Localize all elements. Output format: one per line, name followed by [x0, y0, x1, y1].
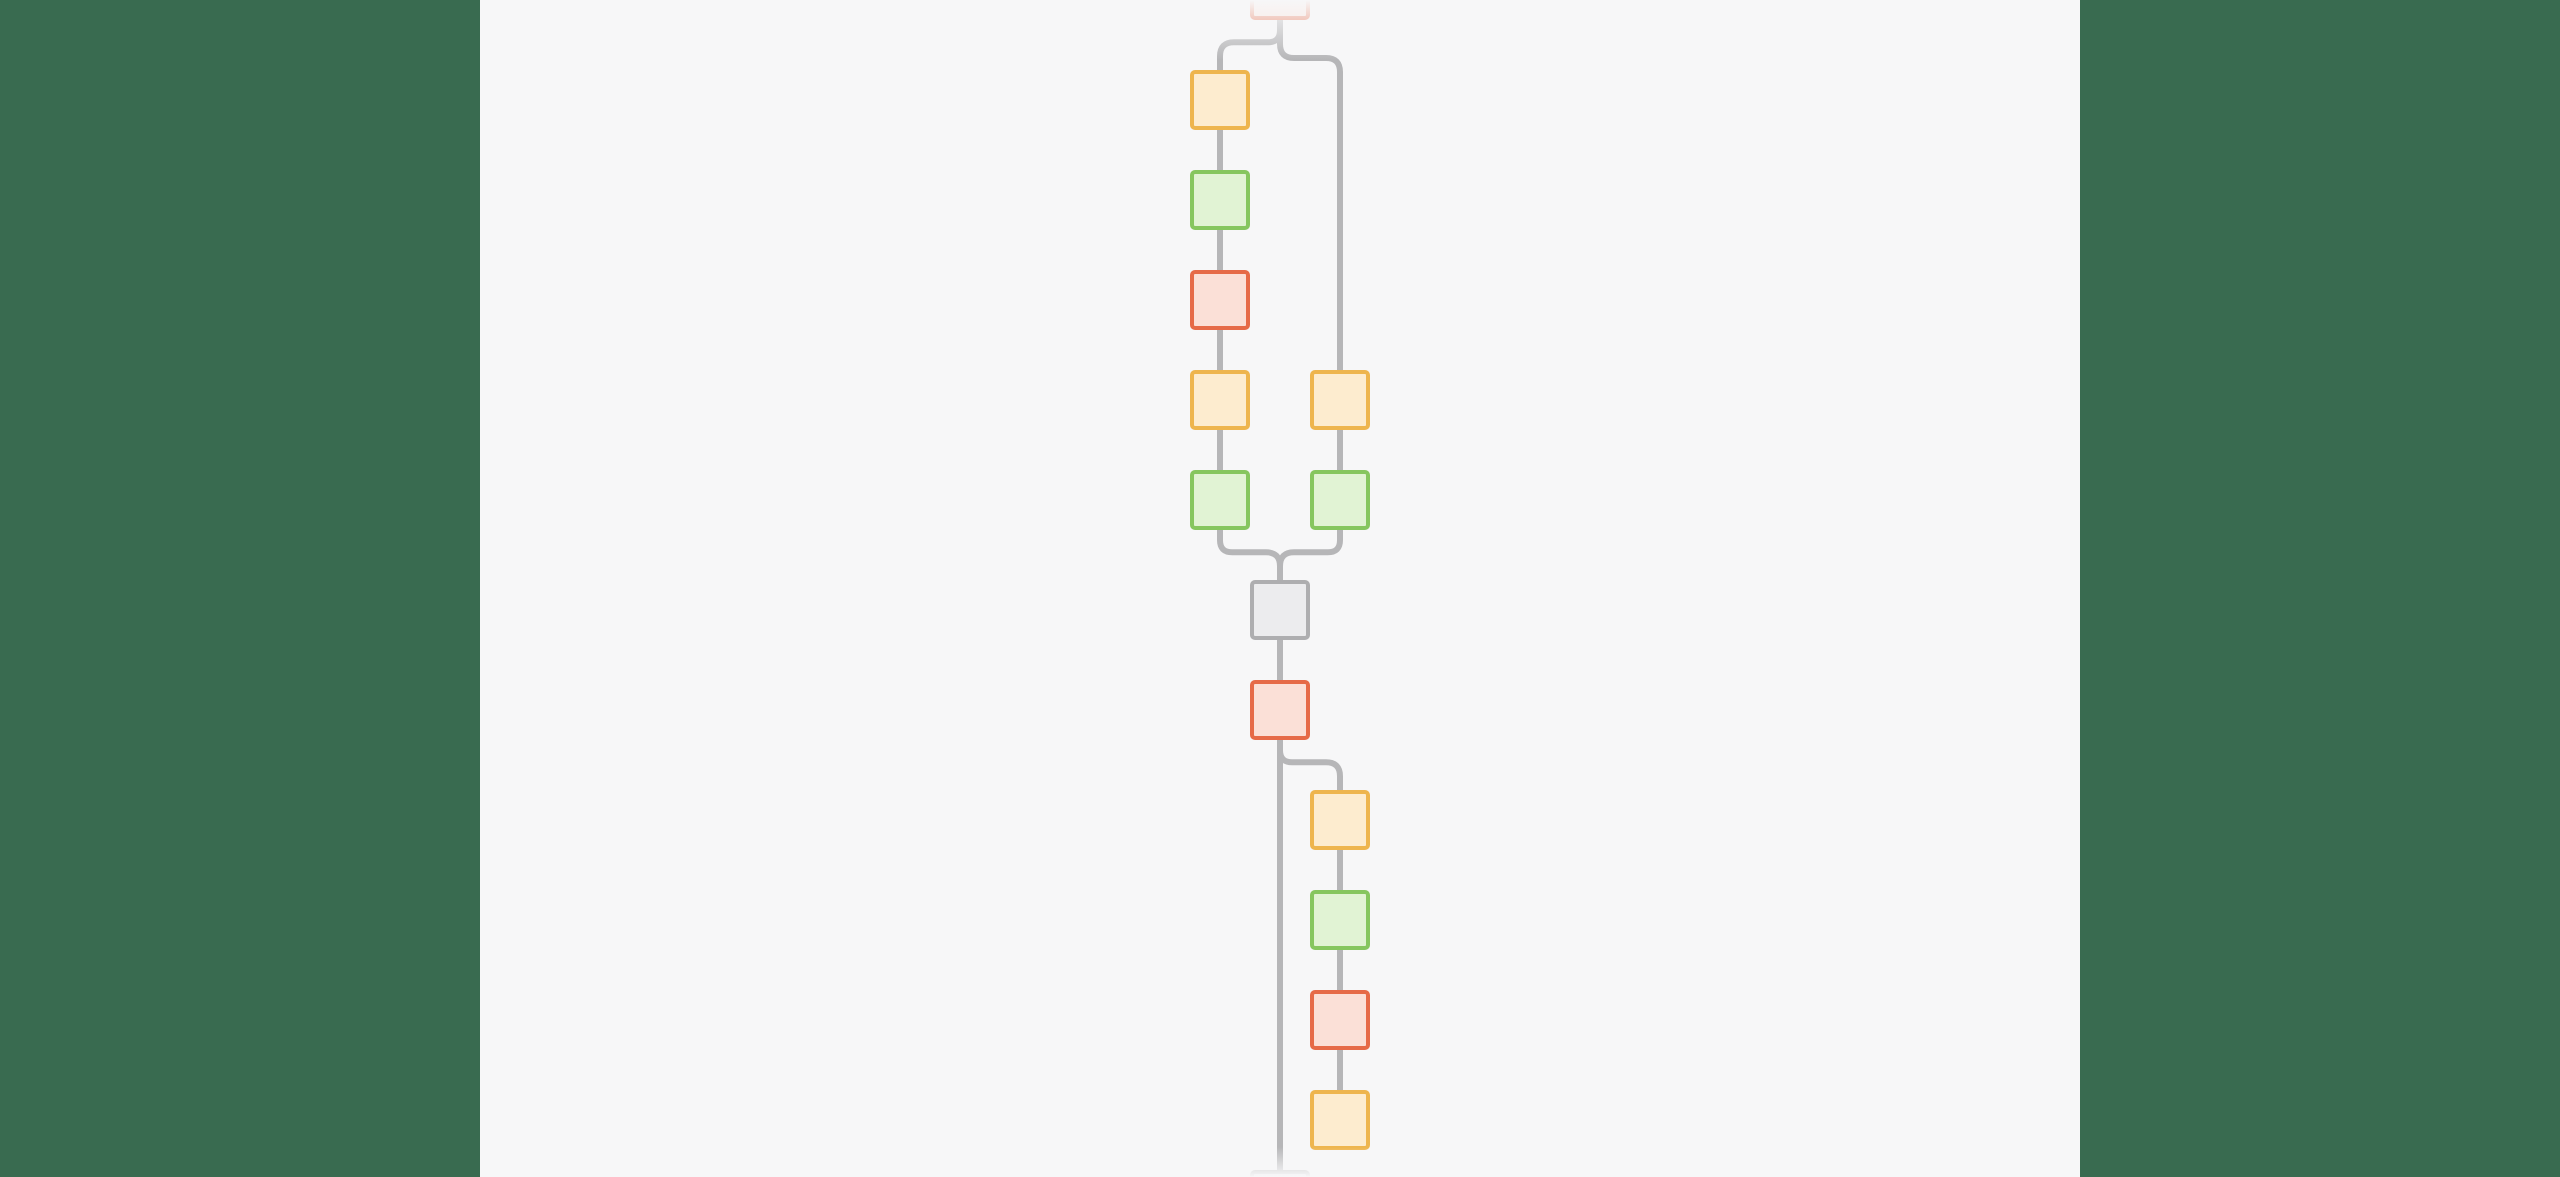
node-green[interactable]: [1312, 472, 1368, 528]
node-green[interactable]: [1192, 472, 1248, 528]
edge: [1220, 18, 1280, 72]
node-gray[interactable]: [1252, 1172, 1308, 1177]
viewport: [0, 0, 2560, 1177]
node-red[interactable]: [1252, 682, 1308, 738]
edge: [1220, 528, 1280, 582]
node-orange[interactable]: [1192, 72, 1248, 128]
flowchart-svg: [480, 0, 2080, 1177]
edge: [1280, 738, 1340, 792]
node-green[interactable]: [1312, 892, 1368, 948]
edge: [1280, 18, 1340, 372]
node-orange[interactable]: [1312, 792, 1368, 848]
node-orange[interactable]: [1312, 372, 1368, 428]
node-green[interactable]: [1192, 172, 1248, 228]
diagram-panel: [480, 0, 2080, 1177]
node-gray[interactable]: [1252, 582, 1308, 638]
node-red[interactable]: [1252, 0, 1308, 18]
node-red[interactable]: [1192, 272, 1248, 328]
node-orange[interactable]: [1192, 372, 1248, 428]
right-margin: [2080, 0, 2560, 1177]
left-margin: [0, 0, 480, 1177]
edge: [1280, 528, 1340, 582]
node-red[interactable]: [1312, 992, 1368, 1048]
node-orange[interactable]: [1312, 1092, 1368, 1148]
